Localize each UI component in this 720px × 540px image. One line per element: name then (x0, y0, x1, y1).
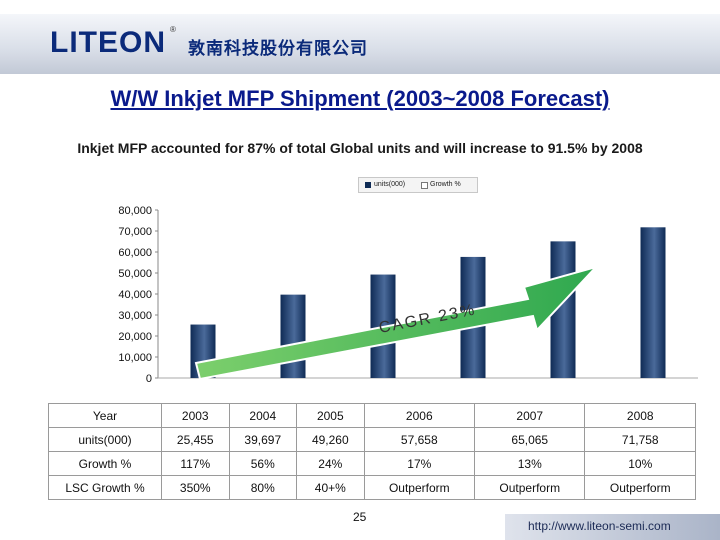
table-cell: 49,260 (296, 427, 365, 452)
header-bar (0, 14, 720, 74)
table-cell: 2006 (363, 403, 476, 428)
legend-swatch-units (365, 182, 371, 188)
bar-2008 (640, 227, 666, 378)
table-cell: 350% (161, 475, 230, 500)
table-row: LSC Growth % 350% 80% 40+% Outperform Outperf… (48, 475, 696, 500)
table-cell: 39,697 (228, 427, 298, 452)
table-row-label: LSC Growth % (48, 475, 162, 500)
y-tick-label: 50,000 (118, 268, 152, 280)
table-cell: 2008 (584, 403, 696, 428)
table-row-label: Year (48, 403, 162, 428)
table-cell: Outperform (584, 475, 696, 500)
table-row: units(000) 25,455 39,697 49,260 57,658 65,065… (48, 427, 696, 452)
y-tick-label: 30,000 (118, 310, 152, 322)
table-cell: 2004 (228, 403, 298, 428)
table-cell: 13% (474, 451, 586, 476)
page-subtitle: Inkjet MFP accounted for 87% of total Gl… (77, 140, 643, 156)
registered-mark: ® (170, 25, 176, 34)
table-cell: 57,658 (363, 427, 476, 452)
page-title: W/W Inkjet MFP Shipment (2003~2008 Forec… (110, 86, 610, 111)
header-banner: LITEON ® 敦南科技股份有限公司 (0, 0, 720, 80)
page-number: 25 (353, 510, 367, 524)
table-cell: 56% (228, 451, 298, 476)
legend-label-growth: Growth % (430, 181, 461, 188)
legend-swatch-growth (421, 182, 428, 189)
table-header-row: Year 2003 2004 2005 2006 2007 2008 (48, 403, 696, 428)
table-cell: 80% (228, 475, 298, 500)
company-name: 敦南科技股份有限公司 (188, 39, 368, 59)
footer-url: http://www.liteon-semi.com (528, 519, 671, 533)
table-row-label: units(000) (48, 427, 162, 452)
y-tick-label: 60,000 (118, 247, 152, 259)
y-tick-label: 40,000 (118, 289, 152, 301)
cagr-arrow (194, 265, 600, 381)
shipment-bar-chart: 80,000 70,000 60,000 50,000 40,000 30,000 20,0… (118, 205, 698, 385)
table-cell: 40+% (296, 475, 365, 500)
y-tick-label: 10,000 (118, 352, 152, 364)
table-row-label: Growth % (48, 451, 162, 476)
table-cell: 10% (584, 451, 696, 476)
legend-label-units: units(000) (374, 181, 406, 188)
chart-legend: units(000) Growth % (358, 177, 478, 193)
table-cell: 24% (296, 451, 365, 476)
table-cell: Outperform (363, 475, 476, 500)
liteon-logo: LITEON (50, 26, 166, 59)
table-cell: 117% (161, 451, 230, 476)
table-cell: 17% (363, 451, 476, 476)
table-cell: 2003 (161, 403, 230, 428)
y-tick-label: 80,000 (118, 205, 152, 217)
y-tick-label: 20,000 (118, 331, 152, 343)
table-cell: Outperform (474, 475, 586, 500)
table-cell: 25,455 (161, 427, 230, 452)
footer-bar (505, 514, 720, 540)
table-cell: 2007 (474, 403, 586, 428)
y-tick-label: 70,000 (118, 226, 152, 238)
table-cell: 2005 (296, 403, 365, 428)
table-row: Growth % 117% 56% 24% 17% 13% 10% (48, 451, 696, 476)
table-cell: 65,065 (474, 427, 586, 452)
y-tick-label: 0 (146, 373, 152, 385)
bar-2004 (280, 294, 306, 378)
table-cell: 71,758 (584, 427, 696, 452)
data-table: Year 2003 2004 2005 2006 2007 2008 units(000) 25… (48, 403, 696, 500)
